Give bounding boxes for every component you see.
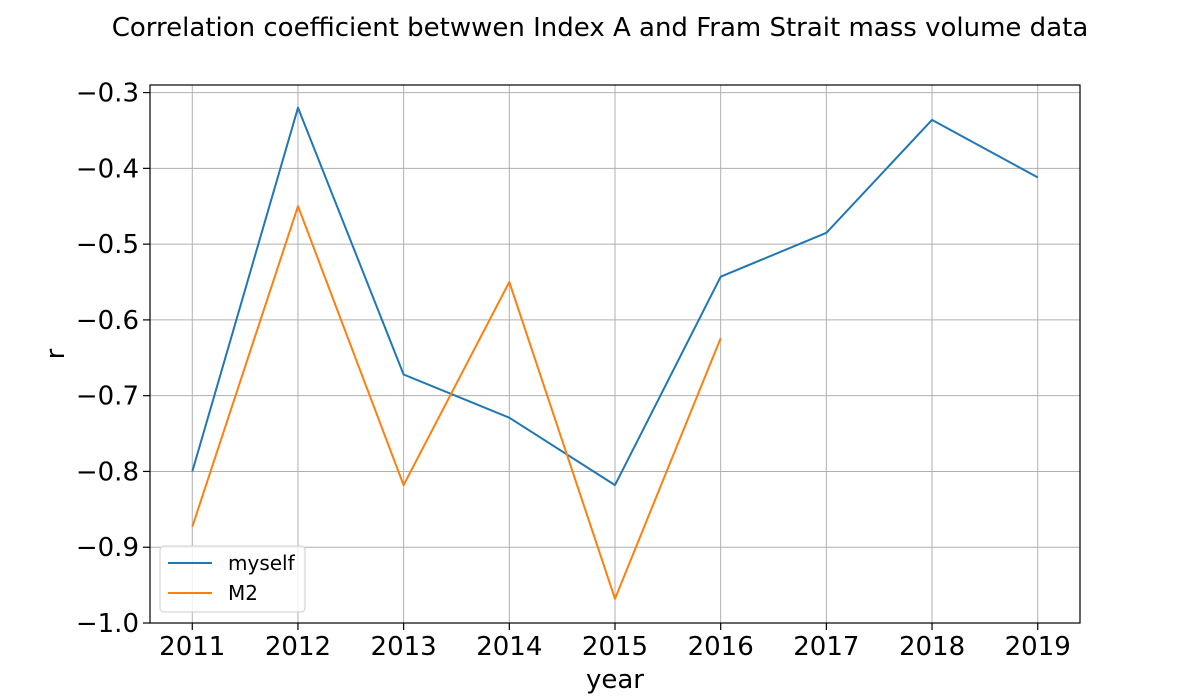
x-axis-label: year: [586, 665, 644, 695]
y-axis-label: r: [41, 348, 71, 359]
y-tick-label: −0.6: [76, 306, 139, 336]
x-tick-label: 2014: [476, 632, 542, 662]
series-line-myself: [191, 106, 1039, 487]
x-tick-label: 2018: [899, 632, 965, 662]
chart-title: Correlation coefficient betwwen Index A …: [112, 13, 1089, 43]
y-tick-label: −0.7: [76, 382, 139, 412]
x-tick-label: 2016: [688, 632, 754, 662]
axis-ticks: 2011 2012 2013 2014 2015 2016 2017 2018 2019 −1.0…: [76, 79, 1071, 662]
y-tick-label: −0.3: [76, 79, 139, 109]
legend: myself M2: [159, 545, 306, 613]
x-tick-label: 2012: [265, 632, 331, 662]
series-line-m2: [191, 205, 722, 600]
series-lines: [191, 106, 1039, 600]
x-tick-label: 2017: [793, 632, 859, 662]
legend-label-m2: M2: [228, 581, 258, 605]
x-tick-label: 2011: [159, 632, 225, 662]
x-tick-label: 2015: [582, 632, 648, 662]
legend-label-myself: myself: [228, 551, 296, 575]
y-tick-label: −0.9: [76, 533, 139, 563]
x-tick-label: 2013: [371, 632, 437, 662]
y-tick-label: −1.0: [76, 609, 139, 639]
grid-lines: [150, 85, 1080, 624]
y-tick-label: −0.4: [76, 154, 139, 184]
y-tick-label: −0.5: [76, 230, 139, 260]
y-tick-label: −0.8: [76, 457, 139, 487]
x-tick-label: 2019: [1005, 632, 1071, 662]
